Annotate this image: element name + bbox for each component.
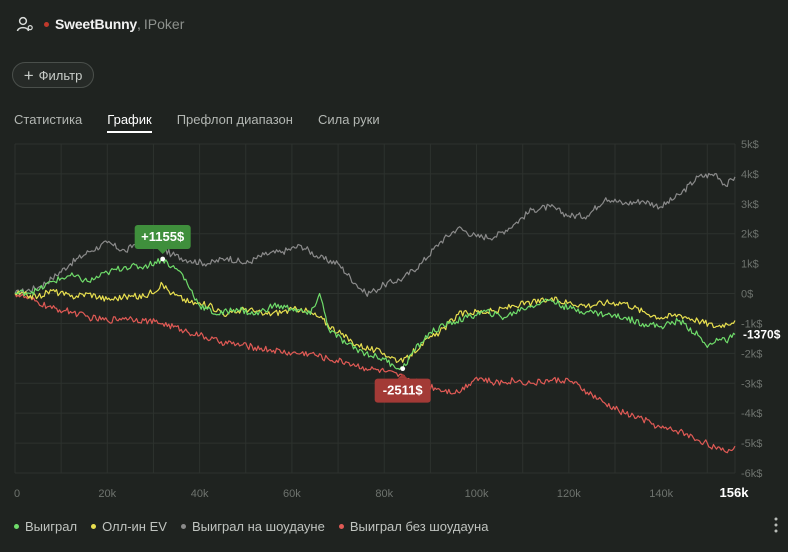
y-tick-label: -4k$	[741, 408, 762, 420]
x-tick-label: 40k	[191, 488, 209, 500]
status-dot	[44, 21, 49, 27]
y-tick-label: -1k$	[741, 318, 762, 330]
legend-dot-icon	[91, 524, 97, 529]
header-separator: ,	[137, 16, 141, 32]
x-tick-label: 120k	[557, 488, 581, 500]
y-tick-label: 0$	[741, 289, 753, 301]
legend-item-won[interactable]: Выиграл	[14, 519, 77, 534]
legend-item-showdown[interactable]: Выиграл на шоудауне	[180, 519, 325, 534]
winnings-chart: +1155$ -2511$ -1370$ 5k$ 4k$ 3k$ 2k$ 1k$ 0$ -1k$…	[14, 140, 781, 500]
legend-item-allin-ev[interactable]: Олл-ин EV	[91, 519, 167, 534]
chart-legend: Выиграл Олл-ин EV Выиграл на шоудауне Вы…	[14, 519, 502, 534]
tab-bar: Статистика График Префлоп диапазон Сила …	[14, 112, 405, 133]
x-tick-label: 100k	[465, 488, 489, 500]
series-line	[14, 172, 736, 297]
legend-dot-icon	[180, 524, 186, 529]
filter-button[interactable]: + Фильтр	[12, 62, 94, 88]
legend-item-non-showdown[interactable]: Выиграл без шоудауна	[338, 519, 489, 534]
annotation-pointer	[397, 373, 408, 379]
more-options-icon[interactable]	[770, 515, 782, 535]
legend-label: Выиграл	[25, 519, 78, 534]
y-tick-label: -2k$	[741, 348, 762, 360]
y-tick-label: 3k$	[741, 199, 759, 211]
x-tick-label: 20k	[98, 488, 116, 500]
y-tick-label: -6k$	[741, 468, 762, 480]
annotation-point	[160, 256, 166, 262]
annotation-label: +1155$	[141, 229, 185, 244]
annotation-pointer	[157, 249, 168, 255]
legend-dot-icon	[338, 524, 344, 529]
legend-label: Олл-ин EV	[102, 519, 167, 534]
legend-dot-icon	[14, 524, 19, 529]
x-tick-label: 80k	[375, 488, 393, 500]
legend-label: Выиграл без шоудауна	[349, 519, 489, 534]
poker-room: IPoker	[143, 16, 185, 32]
x-tick-label: 60k	[283, 488, 301, 500]
annotation-point	[400, 366, 406, 372]
y-tick-label: 2k$	[741, 229, 759, 241]
x-tick-label: 0	[14, 488, 20, 500]
tab-preflop-range[interactable]: Префлоп диапазон	[176, 112, 293, 127]
annotation-label: -2511$	[383, 383, 424, 398]
chart-series	[14, 172, 736, 454]
y-tick-label: 5k$	[741, 140, 759, 151]
chart-annotations: +1155$ -2511$ -1370$	[134, 225, 781, 403]
chart-grid	[14, 143, 736, 474]
annotation-box	[374, 378, 431, 403]
player-name: SweetBunny	[55, 16, 138, 32]
user-settings-icon[interactable]	[16, 15, 34, 33]
series-line	[14, 258, 736, 371]
x-tick-label: 140k	[649, 488, 673, 500]
series-line	[14, 281, 736, 363]
legend-label: Выиграл на шоудауне	[191, 519, 325, 534]
x-end-label: 156k	[720, 485, 750, 500]
y-tick-label: 1k$	[741, 259, 759, 271]
tab-statistics[interactable]: Статистика	[14, 112, 83, 127]
end-value-label: -1370$	[743, 328, 781, 342]
plus-icon: +	[23, 65, 34, 85]
annotation-box	[134, 225, 191, 250]
series-line	[14, 293, 736, 454]
tab-hand-strength[interactable]: Сила руки	[317, 112, 380, 127]
filter-label: Фильтр	[38, 67, 83, 83]
player-header: SweetBunny , IPoker	[16, 12, 184, 36]
tab-graph[interactable]: График	[107, 112, 152, 133]
y-axis-labels: 5k$ 4k$ 3k$ 2k$ 1k$ 0$ -1k$ -2k$ -3k$ -4k$ -5k$ -6k…	[741, 140, 762, 480]
y-tick-label: 4k$	[741, 169, 759, 181]
x-axis-labels: 0 20k 40k 60k 80k 100k 120k 140k	[14, 488, 674, 500]
y-tick-label: -5k$	[741, 438, 762, 450]
y-tick-label: -3k$	[741, 378, 762, 390]
